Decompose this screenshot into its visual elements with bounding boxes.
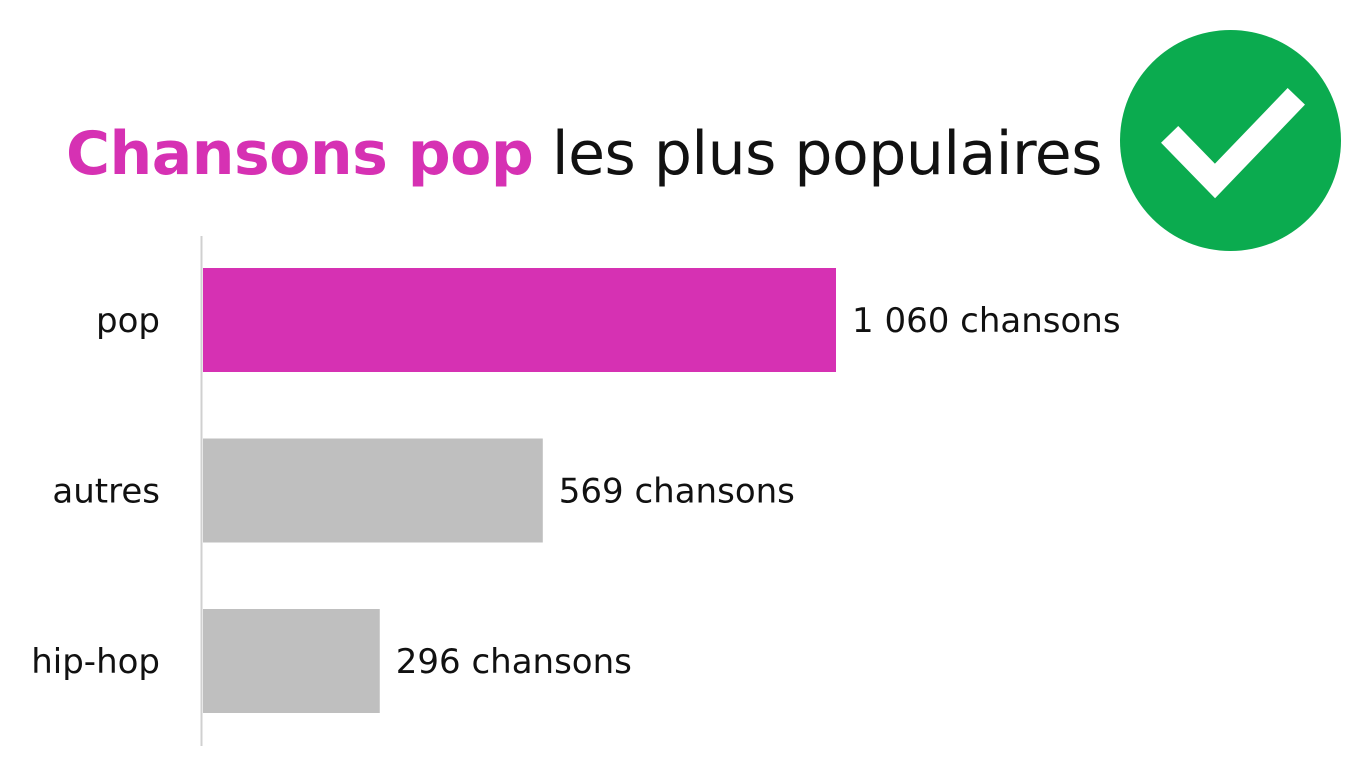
value-label: 296 chansons — [396, 642, 632, 682]
bar-hip-hop — [203, 609, 380, 713]
bar-autres — [203, 438, 543, 543]
chart-title: Chansons pop les plus populaires — [66, 112, 1102, 196]
chart-title-rest: les plus populaires — [533, 119, 1103, 189]
category-label: pop — [96, 301, 160, 341]
bar-pop — [203, 268, 836, 372]
category-label: autres — [52, 472, 160, 512]
value-label: 569 chansons — [559, 472, 795, 512]
check-badge — [1120, 30, 1341, 251]
value-label: 1 060 chansons — [852, 301, 1121, 341]
chart-title-highlight: Chansons pop — [66, 119, 534, 189]
check-icon — [1120, 30, 1341, 251]
category-label: hip-hop — [31, 642, 160, 682]
